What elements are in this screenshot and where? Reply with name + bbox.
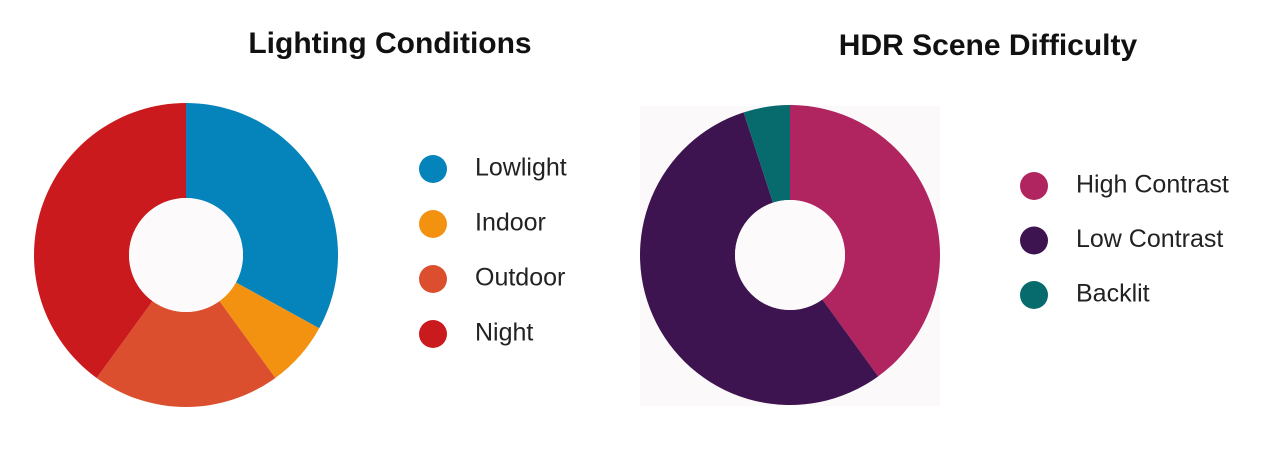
legend-marker [419, 320, 447, 348]
legend-label: Outdoor [475, 264, 565, 292]
chart-title: HDR Scene Difficulty [839, 29, 1138, 62]
legend-label: Low Contrast [1076, 225, 1223, 253]
legend-label: Indoor [475, 209, 546, 237]
chart-title: Lighting Conditions [248, 27, 531, 60]
donut-segment [639, 112, 879, 405]
legend-marker [419, 210, 447, 238]
legend-label: High Contrast [1076, 171, 1229, 199]
donut-segment [34, 103, 186, 378]
donut-segment [743, 105, 790, 203]
legend-marker [1020, 281, 1048, 309]
legend-marker [419, 155, 447, 183]
donut-segment [186, 103, 338, 329]
legend-marker [419, 265, 447, 293]
donut-segment [96, 301, 276, 407]
legend-label: Night [475, 319, 533, 347]
legend-marker [1020, 172, 1048, 200]
donut-hole [129, 198, 243, 312]
legend-label: Backlit [1076, 280, 1150, 308]
donut-hole [735, 200, 845, 310]
legend-marker [1020, 226, 1048, 255]
legend-label: Lowlight [475, 154, 567, 182]
donut-segment [790, 105, 940, 377]
donut-segment [219, 282, 320, 378]
